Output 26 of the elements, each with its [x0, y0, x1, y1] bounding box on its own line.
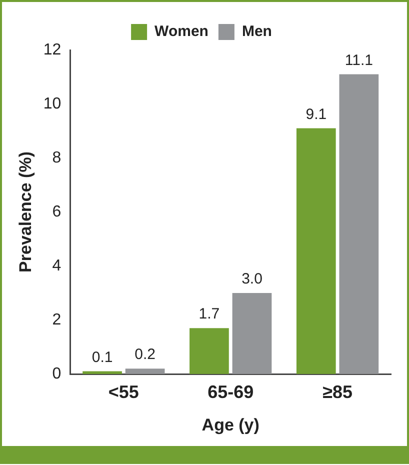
bar [82, 371, 122, 374]
bar [296, 128, 336, 374]
x-tick-label: <55 [108, 382, 139, 402]
y-tick-label: 10 [43, 95, 62, 112]
bar [232, 293, 272, 374]
text: 9.1 [306, 106, 327, 123]
legend-label: Women [154, 23, 208, 40]
y-tick-label: 0 [52, 365, 62, 382]
text: 11.1 [344, 52, 373, 69]
y-tick-label: 6 [52, 203, 62, 220]
x-tick-label: ≥85 [322, 382, 352, 402]
bar [125, 368, 165, 374]
bar [190, 328, 229, 374]
text: 3.0 [242, 270, 262, 288]
y-tick-label: 2 [52, 311, 62, 328]
text: 1.7 [198, 306, 220, 323]
y-tick-label: 8 [52, 149, 62, 166]
legend-label: Men [242, 23, 272, 40]
y-tick-label: 4 [52, 257, 62, 274]
x-axis-title: Age (y) [202, 415, 260, 434]
y-axis-title: Prevalence (%) [16, 152, 35, 272]
bar [339, 74, 379, 374]
text: 0.1 [92, 348, 113, 366]
x-tick-label: 65-69 [208, 382, 254, 402]
text: 0.2 [134, 346, 156, 364]
y-tick-label: 12 [43, 41, 62, 58]
